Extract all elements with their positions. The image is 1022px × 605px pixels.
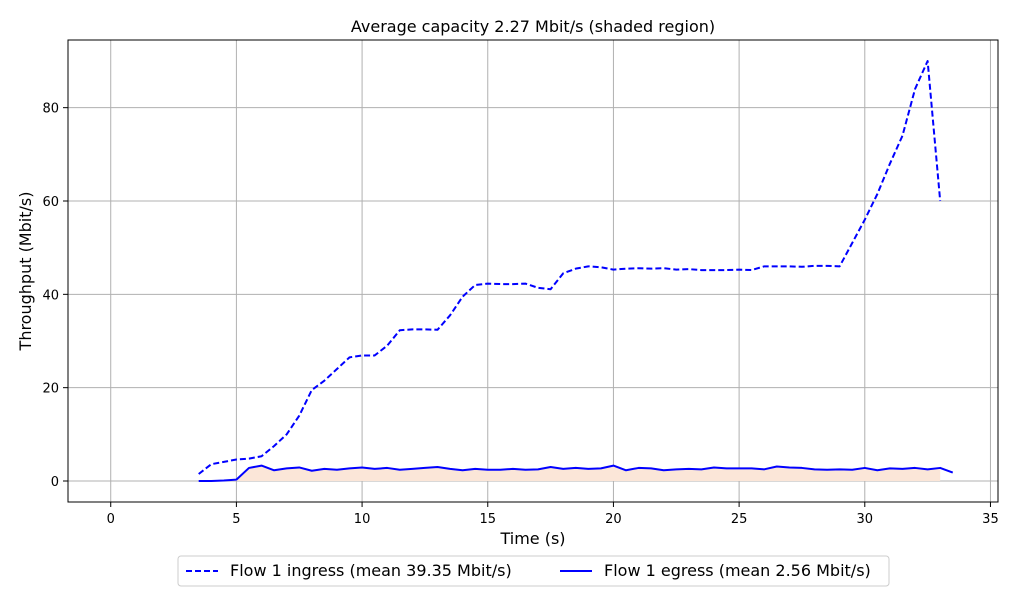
x-tick-label: 35 — [982, 512, 999, 527]
legend: Flow 1 ingress (mean 39.35 Mbit/s) Flow … — [177, 555, 890, 587]
y-axis-label: Throughput (Mbit/s) — [16, 192, 35, 352]
y-axis-ticks: 0 20 40 60 80 — [42, 102, 68, 490]
egress-series-line — [198, 464, 954, 482]
x-tick-label: 20 — [605, 512, 622, 527]
grid — [68, 40, 998, 502]
x-axis-label: Time (s) — [499, 529, 565, 548]
legend-egress-label: Flow 1 egress (mean 2.56 Mbit/s) — [604, 561, 871, 580]
chart-title: Average capacity 2.27 Mbit/s (shaded reg… — [351, 17, 715, 36]
x-tick-label: 25 — [731, 512, 748, 527]
y-tick-label: 60 — [42, 195, 59, 210]
y-tick-label: 20 — [42, 382, 59, 397]
capacity-area — [198, 466, 941, 481]
series-lines — [198, 60, 954, 482]
y-tick-label: 80 — [42, 102, 59, 117]
plot-frame — [67, 39, 999, 503]
x-axis-ticks: 0 5 10 15 20 25 30 35 — [107, 502, 999, 527]
x-tick-label: 5 — [232, 512, 240, 527]
ingress-series-line — [198, 60, 942, 475]
x-tick-label: 30 — [857, 512, 874, 527]
capacity-shaded-region — [198, 466, 941, 481]
x-tick-label: 10 — [354, 512, 371, 527]
legend-frame — [177, 555, 890, 587]
y-tick-label: 0 — [51, 475, 59, 490]
y-tick-label: 40 — [42, 288, 59, 303]
x-tick-label: 15 — [479, 512, 496, 527]
x-tick-label: 0 — [107, 512, 115, 527]
legend-ingress-label: Flow 1 ingress (mean 39.35 Mbit/s) — [230, 561, 512, 580]
